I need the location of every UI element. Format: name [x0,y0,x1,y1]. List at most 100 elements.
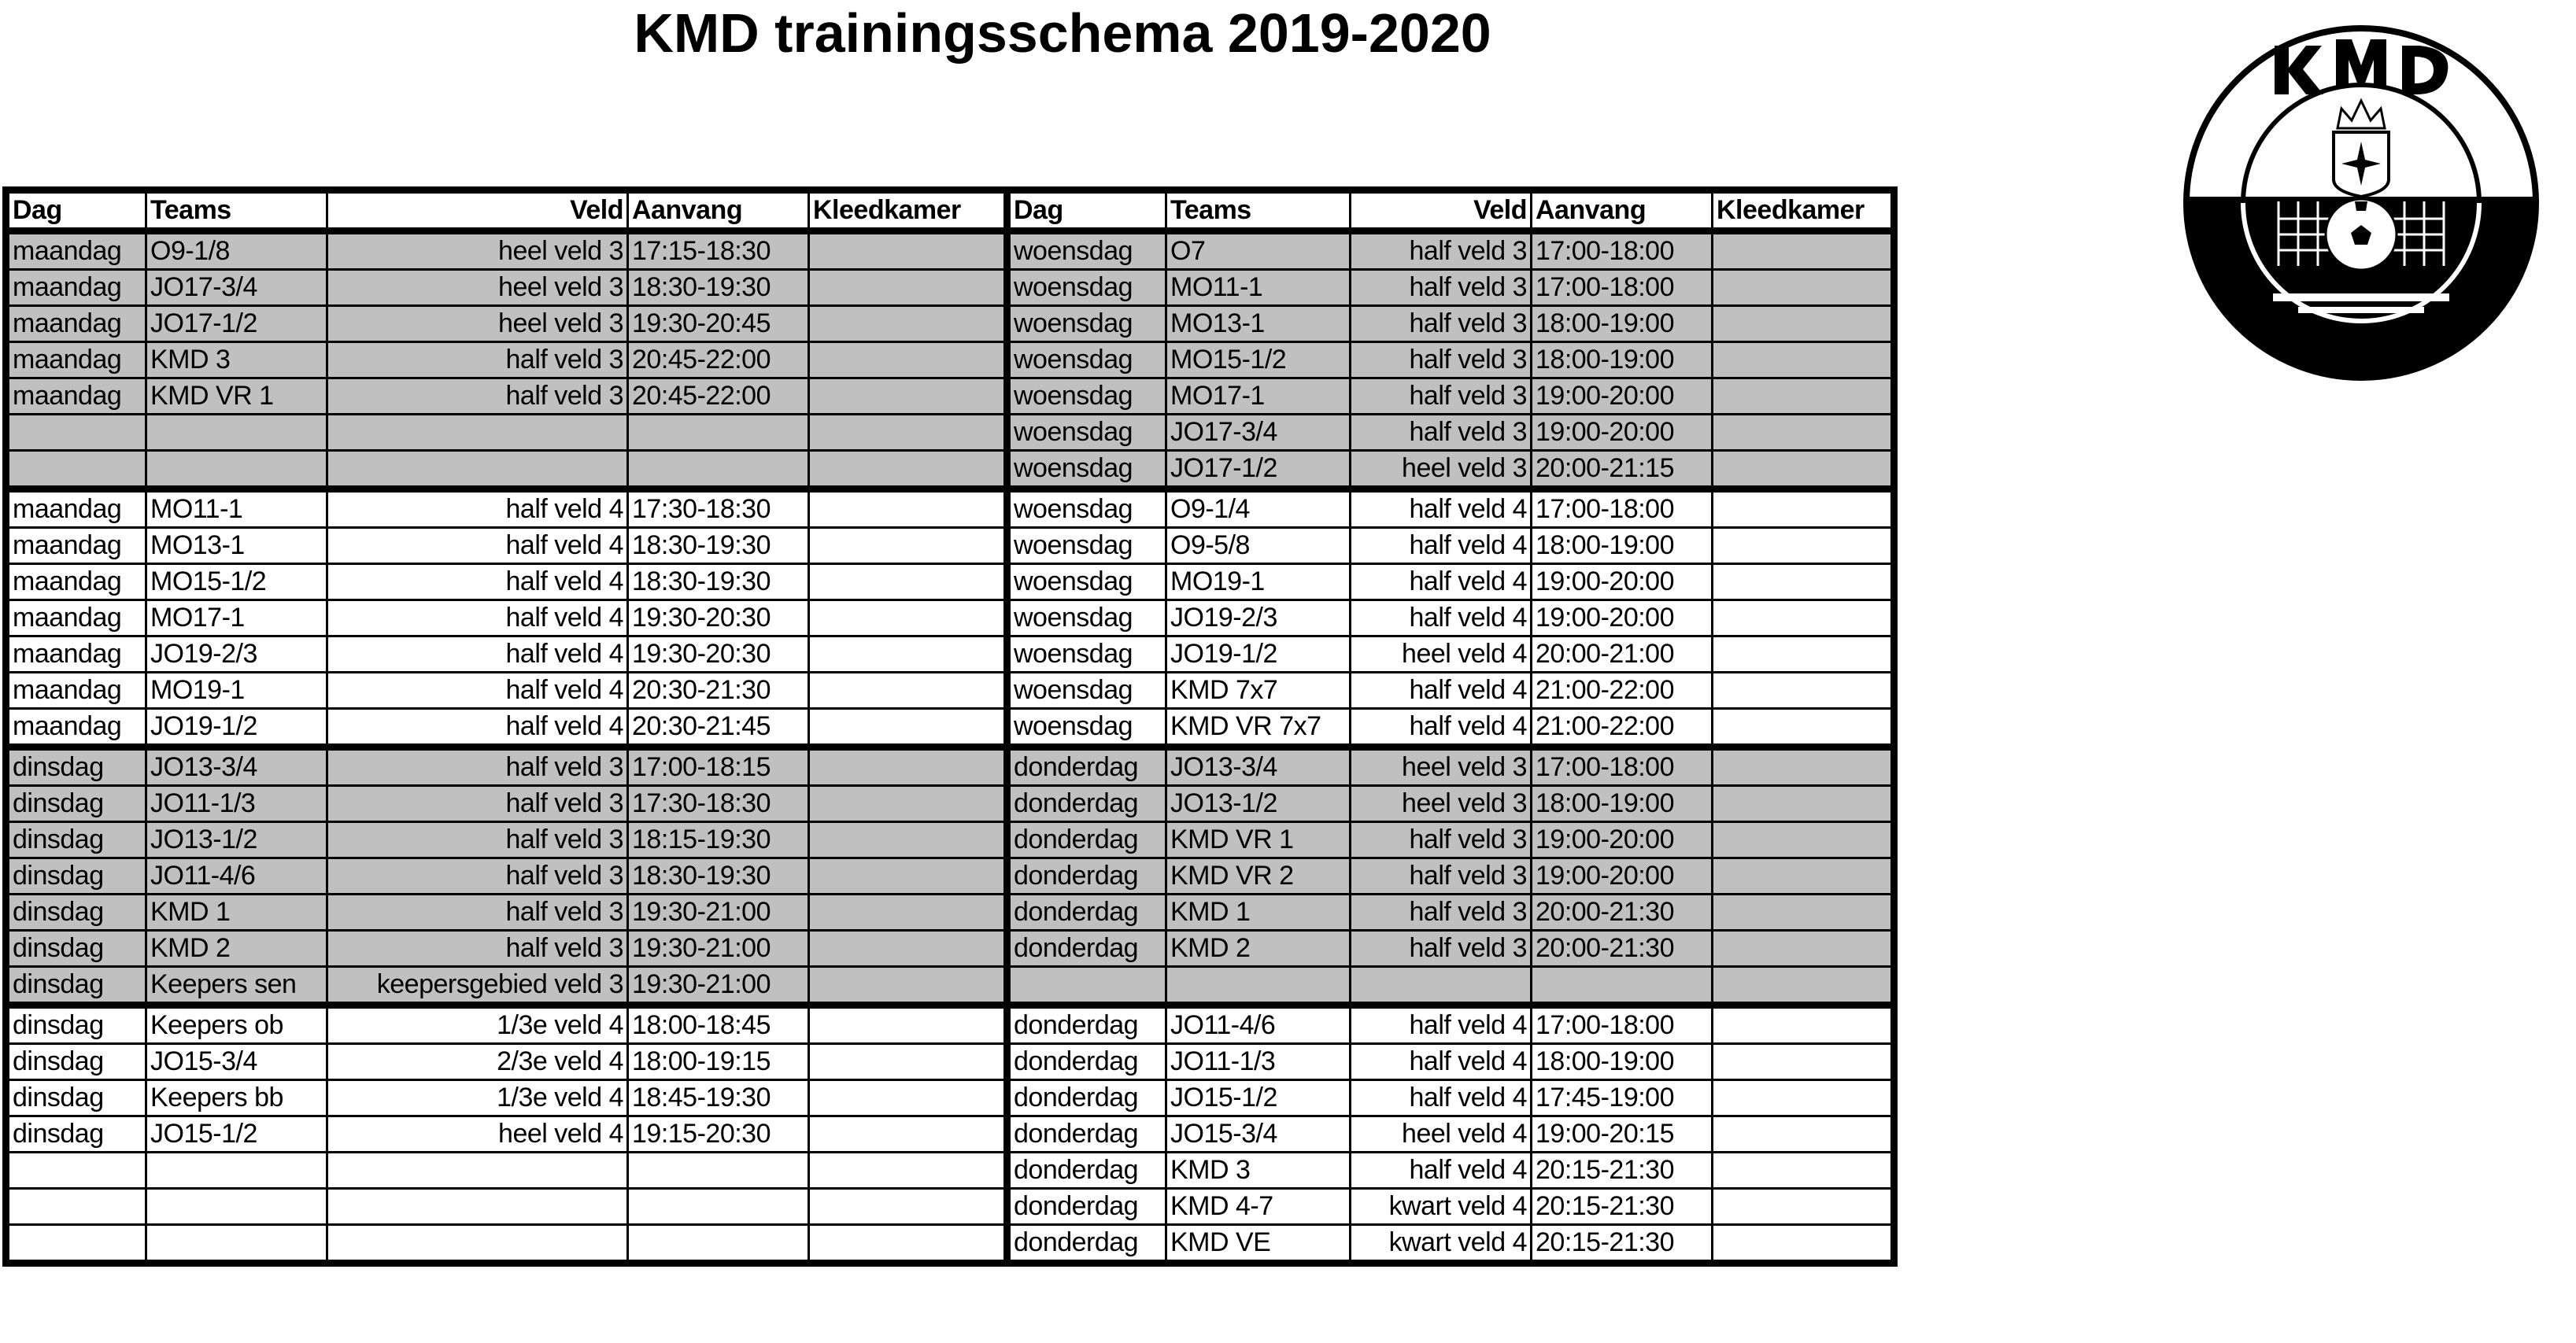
right-team-cell: KMD 4-7 [1165,1187,1351,1226]
table-row: donderdag KMD 4-7 kwart veld 4 20:15-21:30 [5,1187,1895,1226]
right-veld-cell: half veld 3 [1349,377,1532,415]
table-row: maandag JO17-1/2 heel veld 3 19:30-20:45 woe… [5,304,1895,343]
table-row: dinsdag JO15-3/4 2/3e veld 4 18:00-19:15 don… [5,1042,1895,1081]
right-dag-cell: woensdag [1003,563,1167,601]
table-row: dinsdag JO11-4/6 half veld 3 18:30-19:30 don… [5,857,1895,895]
left-dag-cell: dinsdag [5,929,147,968]
left-kleedkamer-cell [808,563,1008,601]
right-kleedkamer-cell [1711,485,1895,529]
right-veld-cell: heel veld 3 [1349,784,1532,823]
right-kleedkamer-cell [1711,449,1895,490]
right-kleedkamer-cell [1711,1187,1895,1226]
table-row: maandag O9-1/8 heel veld 3 17:15-18:30 woens… [5,230,1895,271]
left-team-cell: MO15-1/2 [145,563,328,601]
right-dag-cell: woensdag [1003,485,1167,529]
table-row: maandag JO19-2/3 half veld 4 19:30-20:30 woe… [5,635,1895,673]
header-dag: Dag [5,189,147,234]
right-team-cell: MO17-1 [1165,377,1351,415]
right-team-cell: JO19-2/3 [1165,599,1351,637]
right-veld-cell: half veld 4 [1349,563,1532,601]
left-team-cell: Keepers bb [145,1079,328,1117]
left-aanvang-cell [626,1223,810,1264]
right-team-cell: KMD VR 2 [1165,857,1351,895]
left-team-cell: MO13-1 [145,526,328,565]
left-team-cell: MO19-1 [145,671,328,710]
right-team-cell: MO19-1 [1165,563,1351,601]
right-veld-cell [1349,965,1532,1006]
right-team-cell: JO11-1/3 [1165,1042,1351,1081]
right-kleedkamer-cell [1711,1079,1895,1117]
right-kleedkamer-cell [1711,526,1895,565]
left-veld-cell: heel veld 3 [326,268,629,307]
table-row: maandag JO17-3/4 heel veld 3 18:30-19:30 woe… [5,268,1895,307]
left-team-cell: JO17-3/4 [145,268,328,307]
right-dag-cell: woensdag [1003,377,1167,415]
left-dag-cell: dinsdag [5,1042,147,1081]
right-kleedkamer-cell [1711,304,1895,343]
right-dag-cell: donderdag [1003,857,1167,895]
left-veld-cell: half veld 3 [326,821,629,859]
left-aanvang-cell: 17:15-18:30 [626,230,810,271]
table-row: maandag MO11-1 half veld 4 17:30-18:30 woens… [5,485,1895,529]
left-veld-cell [326,1151,629,1190]
table-row: dinsdag KMD 1 half veld 3 19:30-21:00 donder… [5,893,1895,932]
left-veld-cell: half veld 4 [326,599,629,637]
right-dag-cell: donderdag [1003,929,1167,968]
right-dag-cell: woensdag [1003,707,1167,748]
left-veld-cell: half veld 4 [326,707,629,748]
right-team-cell: JO13-3/4 [1165,743,1351,787]
right-veld-cell: half veld 3 [1349,821,1532,859]
left-aanvang-cell: 19:30-20:30 [626,635,810,673]
right-aanvang-cell: 19:00-20:00 [1530,413,1713,452]
left-veld-cell [326,413,629,452]
left-kleedkamer-cell [808,743,1008,787]
left-kleedkamer-cell [808,1002,1008,1045]
left-aanvang-cell: 20:45-22:00 [626,341,810,379]
right-dag-cell: donderdag [1003,821,1167,859]
right-kleedkamer-cell [1711,563,1895,601]
left-dag-cell: maandag [5,635,147,673]
left-dag-cell: maandag [5,230,147,271]
right-kleedkamer-cell [1711,965,1895,1006]
left-aanvang-cell: 19:30-21:00 [626,893,810,932]
left-aanvang-cell: 19:15-20:30 [626,1115,810,1153]
right-aanvang-cell: 17:00-18:00 [1530,268,1713,307]
left-dag-cell: dinsdag [5,743,147,787]
left-veld-cell: heel veld 3 [326,230,629,271]
left-aanvang-cell [626,413,810,452]
left-dag-cell [5,449,147,490]
right-kleedkamer-cell [1711,1115,1895,1153]
left-aanvang-cell: 19:30-20:30 [626,599,810,637]
header-aanvang: Aanvang [1530,189,1713,234]
left-kleedkamer-cell [808,1042,1008,1081]
right-team-cell: KMD VR 7x7 [1165,707,1351,748]
right-aanvang-cell: 20:15-21:30 [1530,1187,1713,1226]
right-kleedkamer-cell [1711,821,1895,859]
left-aanvang-cell: 20:30-21:30 [626,671,810,710]
right-aanvang-cell: 18:00-19:00 [1530,1042,1713,1081]
left-aanvang-cell: 18:15-19:30 [626,821,810,859]
left-veld-cell: half veld 4 [326,671,629,710]
left-veld-cell: half veld 3 [326,929,629,968]
right-veld-cell: half veld 3 [1349,268,1532,307]
right-kleedkamer-cell [1711,1042,1895,1081]
left-team-cell: KMD 2 [145,929,328,968]
left-kleedkamer-cell [808,599,1008,637]
left-veld-cell: heel veld 3 [326,304,629,343]
right-aanvang-cell: 19:00-20:00 [1530,599,1713,637]
left-kleedkamer-cell [808,377,1008,415]
right-veld-cell: half veld 4 [1349,1151,1532,1190]
right-team-cell: JO17-1/2 [1165,449,1351,490]
right-team-cell: MO11-1 [1165,268,1351,307]
right-dag-cell: woensdag [1003,341,1167,379]
right-team-cell: JO11-4/6 [1165,1002,1351,1045]
left-aanvang-cell: 19:30-20:45 [626,304,810,343]
right-veld-cell: kwart veld 4 [1349,1187,1532,1226]
table-row: dinsdag JO13-1/2 half veld 3 18:15-19:30 don… [5,821,1895,859]
left-dag-cell: dinsdag [5,1079,147,1117]
header-kleedkamer: Kleedkamer [808,189,1008,234]
table-row: woensdag JO17-1/2 heel veld 3 20:00-21:15 [5,449,1895,490]
right-veld-cell: half veld 4 [1349,485,1532,529]
header-teams: Teams [1165,189,1351,234]
left-dag-cell [5,1223,147,1264]
